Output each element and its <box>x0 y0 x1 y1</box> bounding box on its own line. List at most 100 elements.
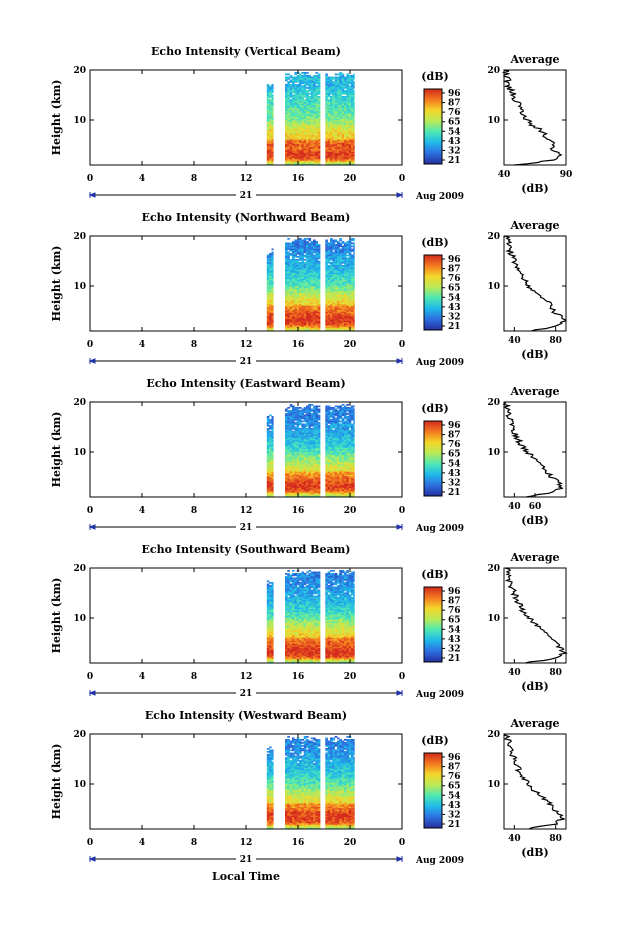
x-tick-label: 12 <box>240 340 253 350</box>
profile-title: Average <box>509 53 559 66</box>
x-tick-label: 4 <box>139 838 145 848</box>
date-label: Aug 2009 <box>415 192 464 202</box>
x-tick-label: 12 <box>240 672 253 682</box>
y-tick-label: 10 <box>73 614 86 624</box>
colorbar-tick-label: 76 <box>448 606 461 616</box>
date-label: Aug 2009 <box>415 524 464 534</box>
colorbar-tick-label: 54 <box>448 791 461 801</box>
profile-y-tick-label: 20 <box>487 564 500 574</box>
plot-frame <box>89 733 403 830</box>
x-tick-label: 4 <box>139 340 145 350</box>
colorbar <box>423 752 443 829</box>
y-tick-label: 10 <box>73 780 86 790</box>
profile-x-tick-label: 60 <box>529 502 542 512</box>
colorbar-tick-label: 87 <box>448 99 461 109</box>
colorbar-tick-label: 96 <box>448 753 461 763</box>
date-label: Aug 2009 <box>415 856 464 866</box>
profile-y-tick-label: 10 <box>487 448 500 458</box>
x-tick-label: 16 <box>292 838 305 848</box>
colorbar-tick-label: 87 <box>448 763 461 773</box>
profile-x-tick-label: 40 <box>508 834 521 844</box>
plot-frame <box>89 401 403 498</box>
y-tick-label: 20 <box>73 398 86 408</box>
profile-line <box>503 235 566 332</box>
day-label: 21 <box>240 855 253 865</box>
x-tick-label: 0 <box>87 672 93 682</box>
heatmap-cells <box>266 72 355 166</box>
x-tick-label: 12 <box>240 838 253 848</box>
profile-x-tick-label: 40 <box>508 336 521 346</box>
colorbar-tick-label: 43 <box>448 469 461 479</box>
profile-title: Average <box>509 385 559 398</box>
profile-y-tick-label: 10 <box>487 282 500 292</box>
x-tick-label: 8 <box>191 174 197 184</box>
profile-x-tick-label: 40 <box>508 502 521 512</box>
profile-frame <box>503 235 567 332</box>
colorbar-unit: (dB) <box>421 734 448 747</box>
profile-title: Average <box>509 551 559 564</box>
y-axis-label: Height (km) <box>50 80 63 156</box>
x-tick-label: 8 <box>191 340 197 350</box>
profile-title: Average <box>509 717 559 730</box>
date-label: Aug 2009 <box>415 690 464 700</box>
colorbar-unit: (dB) <box>421 236 448 249</box>
y-axis-label: Height (km) <box>50 246 63 322</box>
profile-x-label: (dB) <box>521 348 548 361</box>
heatmap-cells <box>266 736 355 830</box>
heatmap-cells <box>266 404 355 498</box>
profile-title: Average <box>509 219 559 232</box>
colorbar-tick-label: 21 <box>448 820 461 830</box>
colorbar-tick-label: 43 <box>448 137 461 147</box>
day-label: 21 <box>240 357 253 367</box>
profile-x-tick-label: 40 <box>498 170 511 180</box>
colorbar <box>423 254 443 331</box>
colorbar-tick-label: 87 <box>448 597 461 607</box>
colorbar-unit: (dB) <box>421 70 448 83</box>
colorbar-unit: (dB) <box>421 402 448 415</box>
day-line-end-marker <box>396 856 404 862</box>
colorbar-tick-label: 96 <box>448 587 461 597</box>
profile-x-label: (dB) <box>521 680 548 693</box>
panel-title: Echo Intensity (Westward Beam) <box>145 709 347 722</box>
colorbar-tick-label: 76 <box>448 440 461 450</box>
profile-y-tick-label: 10 <box>487 614 500 624</box>
x-tick-label: 16 <box>292 174 305 184</box>
x-tick-label: 12 <box>240 506 253 516</box>
day-line-end-marker <box>396 690 404 696</box>
colorbar-tick-label: 65 <box>448 616 461 626</box>
x-tick-label: 12 <box>240 174 253 184</box>
profile-frame <box>503 401 567 498</box>
colorbar-tick-label: 96 <box>448 89 461 99</box>
x-tick-label: 8 <box>191 506 197 516</box>
colorbar-tick-label: 96 <box>448 255 461 265</box>
profile-y-tick-label: 10 <box>487 780 500 790</box>
colorbar-tick-label: 21 <box>448 322 461 332</box>
y-tick-label: 20 <box>73 564 86 574</box>
colorbar-tick-label: 32 <box>448 312 461 322</box>
panel-title: Echo Intensity (Vertical Beam) <box>151 45 341 58</box>
y-tick-label: 10 <box>73 282 86 292</box>
profile-y-tick-label: 20 <box>487 398 500 408</box>
x-tick-label: 20 <box>344 340 357 350</box>
x-tick-label: 8 <box>191 838 197 848</box>
day-line-start-marker <box>88 690 96 696</box>
colorbar-tick-label: 65 <box>448 450 461 460</box>
x-tick-label: 4 <box>139 174 145 184</box>
x-tick-label: 16 <box>292 340 305 350</box>
x-tick-label: 20 <box>344 174 357 184</box>
profile-line <box>501 69 563 166</box>
colorbar-unit: (dB) <box>421 568 448 581</box>
profile-line <box>502 401 563 498</box>
y-tick-label: 10 <box>73 116 86 126</box>
colorbar-tick-label: 65 <box>448 118 461 128</box>
y-axis-label: Height (km) <box>50 744 63 820</box>
day-line-start-marker <box>88 192 96 198</box>
profile-x-tick-label: 80 <box>549 834 562 844</box>
plot-frame <box>89 567 403 664</box>
x-tick-label: 8 <box>191 672 197 682</box>
day-label: 21 <box>240 523 253 533</box>
colorbar-tick-label: 21 <box>448 156 461 166</box>
profile-frame <box>503 69 567 166</box>
panel-3: Echo Intensity (Eastward Beam) 0 4 8 12 16 20 0… <box>50 377 567 534</box>
x-tick-label: 20 <box>344 838 357 848</box>
